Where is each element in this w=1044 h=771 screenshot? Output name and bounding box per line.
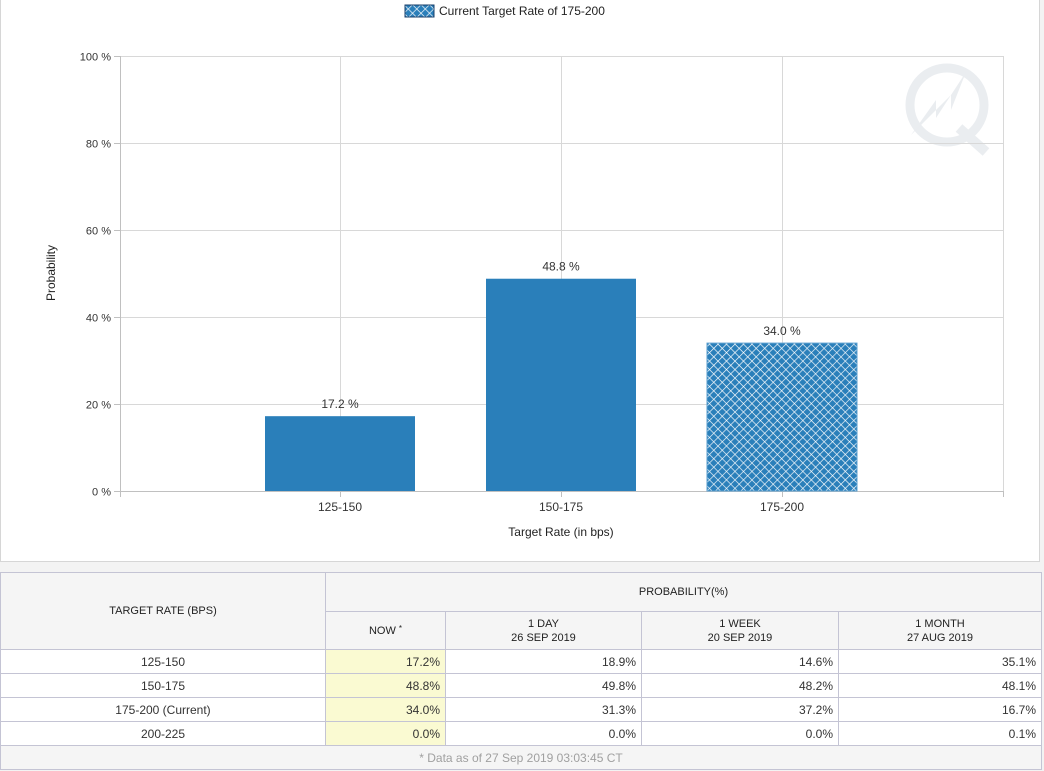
rate-cell: 125-150 xyxy=(0,649,326,674)
one-month-cell: 0.1% xyxy=(838,721,1042,746)
one-month-cell: 16.7% xyxy=(838,697,1042,722)
one-week-cell: 0.0% xyxy=(641,721,839,746)
x-tick-label: 125-150 xyxy=(318,500,362,514)
y-tick-label: 20 % xyxy=(86,400,111,412)
one-day-cell: 49.8% xyxy=(445,673,642,698)
probability-table: TARGET RATE (BPS) PROBABILITY(%) NOW * 1… xyxy=(0,572,1042,770)
table-row: 175-200 (Current) 34.0% 31.3% 37.2% 16.7… xyxy=(0,697,1042,722)
y-tick-label: 60 % xyxy=(86,226,111,238)
rate-cell: 150-175 xyxy=(0,673,326,698)
y-tick-label: 40 % xyxy=(86,313,111,325)
now-cell: 34.0% xyxy=(325,697,446,722)
header-1-month: 1 MONTH 27 AUG 2019 xyxy=(838,611,1042,650)
bars-layer: 17.2 % 48.8 % 34.0 % xyxy=(265,260,858,492)
header-period: 1 MONTH xyxy=(915,617,965,630)
header-now: NOW * xyxy=(325,611,446,650)
legend-swatch-icon xyxy=(404,4,435,18)
bar-data-label: 48.8 % xyxy=(542,260,580,274)
y-tick-label: 100 % xyxy=(80,52,111,64)
cme-fedwatch-watermark-logo xyxy=(905,63,990,156)
x-tick-label: 150-175 xyxy=(539,500,583,514)
one-week-cell: 14.6% xyxy=(641,649,839,674)
header-1-week: 1 WEEK 20 SEP 2019 xyxy=(641,611,839,650)
footnote-row: * Data as of 27 Sep 2019 03:03:45 CT xyxy=(0,745,1042,770)
now-cell: 48.8% xyxy=(325,673,446,698)
one-month-cell: 48.1% xyxy=(838,673,1042,698)
y-tick-label: 80 % xyxy=(86,139,111,151)
footnote-marker: * xyxy=(398,623,403,633)
x-axis-title: Target Rate (in bps) xyxy=(508,525,613,539)
legend-label: Current Target Rate of 175-200 xyxy=(439,4,605,18)
chart-panel: Current Target Rate of 175-200 0 % 20 % 40… xyxy=(0,0,1040,562)
one-day-cell: 18.9% xyxy=(445,649,642,674)
one-day-cell: 0.0% xyxy=(445,721,642,746)
x-tick-label: 175-200 xyxy=(760,500,804,514)
bar-current-target-rate[interactable] xyxy=(706,342,858,492)
header-period: 1 DAY xyxy=(528,617,559,630)
table-row: 125-150 17.2% 18.9% 14.6% 35.1% xyxy=(0,649,1042,674)
bar-chart: Current Target Rate of 175-200 0 % 20 % 40… xyxy=(44,4,1004,539)
header-probability: PROBABILITY(%) xyxy=(325,572,1042,612)
one-week-cell: 48.2% xyxy=(641,673,839,698)
table-row: 200-225 0.0% 0.0% 0.0% 0.1% xyxy=(0,721,1042,746)
data-timestamp-footnote: * Data as of 27 Sep 2019 03:03:45 CT xyxy=(0,745,1042,770)
now-cell: 17.2% xyxy=(325,649,446,674)
now-cell: 0.0% xyxy=(325,721,446,746)
rate-cell: 175-200 (Current) xyxy=(0,697,326,722)
chart-legend[interactable]: Current Target Rate of 175-200 xyxy=(404,4,605,18)
header-date: 27 AUG 2019 xyxy=(906,631,974,644)
header-period: 1 WEEK xyxy=(719,617,761,630)
table-row: 150-175 48.8% 49.8% 48.2% 48.1% xyxy=(0,673,1042,698)
bar[interactable] xyxy=(486,278,636,491)
one-day-cell: 31.3% xyxy=(445,697,642,722)
bar-data-label: 34.0 % xyxy=(763,324,801,338)
header-target-rate: TARGET RATE (BPS) xyxy=(0,572,326,650)
bar-data-label: 17.2 % xyxy=(321,397,359,411)
one-week-cell: 37.2% xyxy=(641,697,839,722)
y-tick-label: 0 % xyxy=(92,487,111,499)
y-axis-title: Probability xyxy=(44,245,58,301)
header-date: 26 SEP 2019 xyxy=(511,631,576,644)
header-now-label: NOW xyxy=(368,624,396,637)
rate-cell: 200-225 xyxy=(0,721,326,746)
header-date: 20 SEP 2019 xyxy=(707,631,773,644)
bar[interactable] xyxy=(265,416,415,491)
header-1-day: 1 DAY 26 SEP 2019 xyxy=(445,611,642,650)
one-month-cell: 35.1% xyxy=(838,649,1042,674)
axis-layer: 0 % 20 % 40 % 60 % 80 % 100 % 125-150 150-175 17… xyxy=(80,52,1004,514)
